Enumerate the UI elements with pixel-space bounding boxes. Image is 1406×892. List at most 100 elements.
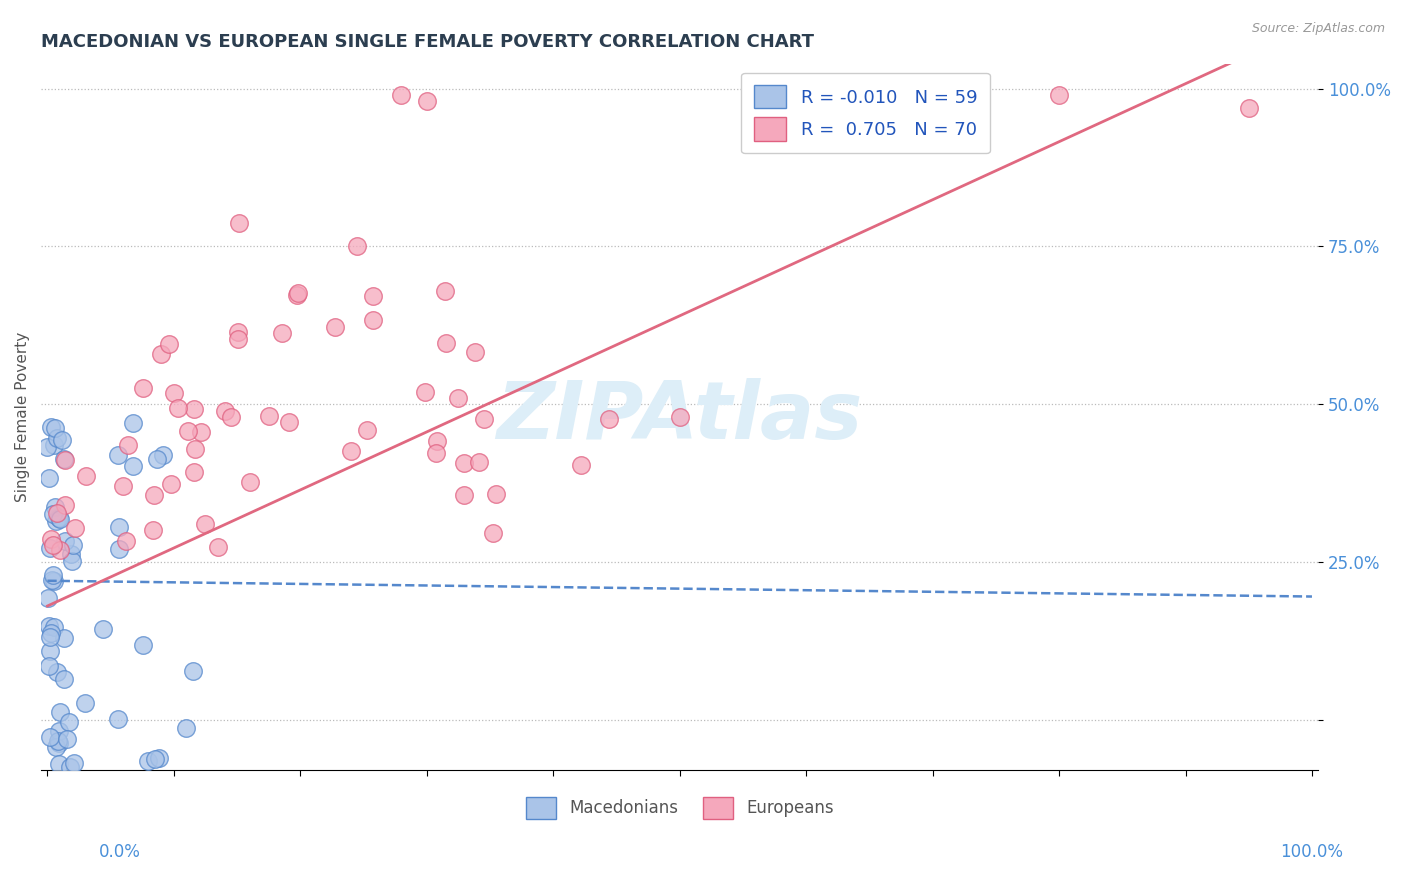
- Point: [426, 434, 449, 448]
- Point: [183, 401, 205, 416]
- Point: [48, 543, 70, 558]
- Point: [45, 506, 67, 520]
- Point: [485, 487, 508, 501]
- Point: [157, 337, 180, 351]
- Point: [75, 469, 97, 483]
- Point: [221, 410, 243, 425]
- Point: [39, 626, 62, 640]
- Point: [44, 500, 66, 515]
- Text: Source: ZipAtlas.com: Source: ZipAtlas.com: [1251, 22, 1385, 36]
- Point: [38, 471, 60, 485]
- Point: [226, 326, 249, 340]
- Point: [207, 540, 229, 554]
- Point: [190, 425, 212, 439]
- Point: [668, 409, 690, 424]
- Point: [434, 336, 457, 351]
- Y-axis label: Single Female Poverty: Single Female Poverty: [15, 332, 30, 502]
- Point: [53, 451, 76, 466]
- Point: [38, 644, 60, 658]
- Point: [447, 391, 470, 405]
- Point: [152, 448, 174, 462]
- Text: ZIPAtlas: ZIPAtlas: [496, 377, 863, 456]
- Point: [107, 712, 129, 726]
- Point: [45, 739, 67, 754]
- Point: [122, 458, 145, 473]
- Point: [46, 509, 69, 524]
- Point: [163, 385, 186, 400]
- Point: [146, 452, 169, 467]
- Point: [38, 541, 60, 555]
- Point: [53, 631, 76, 645]
- Point: [39, 532, 62, 546]
- Point: [59, 760, 82, 774]
- Point: [121, 417, 143, 431]
- Point: [62, 538, 84, 552]
- Point: [136, 755, 159, 769]
- Point: [239, 475, 262, 489]
- Point: [468, 455, 491, 469]
- Point: [569, 458, 592, 472]
- Point: [53, 672, 76, 686]
- Point: [42, 539, 65, 553]
- Point: [53, 452, 76, 467]
- Point: [340, 443, 363, 458]
- Point: [177, 424, 200, 438]
- Point: [1237, 101, 1260, 115]
- Point: [194, 516, 217, 531]
- Point: [453, 457, 475, 471]
- Point: [114, 534, 136, 549]
- Point: [49, 705, 72, 719]
- Point: [48, 723, 70, 738]
- Point: [108, 542, 131, 557]
- Point: [58, 715, 80, 730]
- Text: MACEDONIAN VS EUROPEAN SINGLE FEMALE POVERTY CORRELATION CHART: MACEDONIAN VS EUROPEAN SINGLE FEMALE POV…: [41, 33, 814, 51]
- Point: [361, 289, 384, 303]
- Point: [56, 732, 79, 747]
- Point: [42, 574, 65, 589]
- Point: [323, 320, 346, 334]
- Point: [148, 751, 170, 765]
- Point: [142, 523, 165, 537]
- Point: [117, 438, 139, 452]
- Point: [482, 526, 505, 541]
- Point: [259, 409, 281, 424]
- Point: [228, 216, 250, 230]
- Point: [464, 344, 486, 359]
- Point: [142, 488, 165, 502]
- Point: [1047, 88, 1070, 103]
- Point: [75, 696, 97, 710]
- Point: [361, 313, 384, 327]
- Point: [184, 442, 207, 456]
- Point: [41, 573, 63, 587]
- Point: [143, 752, 166, 766]
- Point: [160, 476, 183, 491]
- Point: [42, 567, 65, 582]
- Point: [65, 521, 87, 535]
- Point: [37, 440, 59, 454]
- Point: [53, 533, 76, 548]
- Point: [45, 514, 67, 528]
- Point: [413, 384, 436, 399]
- Point: [214, 404, 236, 418]
- Point: [63, 756, 86, 771]
- Point: [598, 412, 620, 426]
- Point: [48, 736, 70, 750]
- Point: [356, 423, 378, 437]
- Point: [38, 658, 60, 673]
- Point: [287, 285, 309, 300]
- Point: [433, 284, 456, 298]
- Point: [425, 446, 447, 460]
- Point: [285, 288, 308, 302]
- Point: [42, 507, 65, 521]
- Point: [53, 498, 76, 512]
- Point: [48, 511, 70, 525]
- Point: [226, 332, 249, 346]
- Point: [416, 95, 439, 109]
- Point: [51, 434, 73, 448]
- Point: [45, 431, 67, 445]
- Point: [270, 326, 292, 341]
- Point: [38, 619, 60, 633]
- Text: 100.0%: 100.0%: [1279, 843, 1343, 861]
- Text: 0.0%: 0.0%: [98, 843, 141, 861]
- Point: [166, 401, 188, 415]
